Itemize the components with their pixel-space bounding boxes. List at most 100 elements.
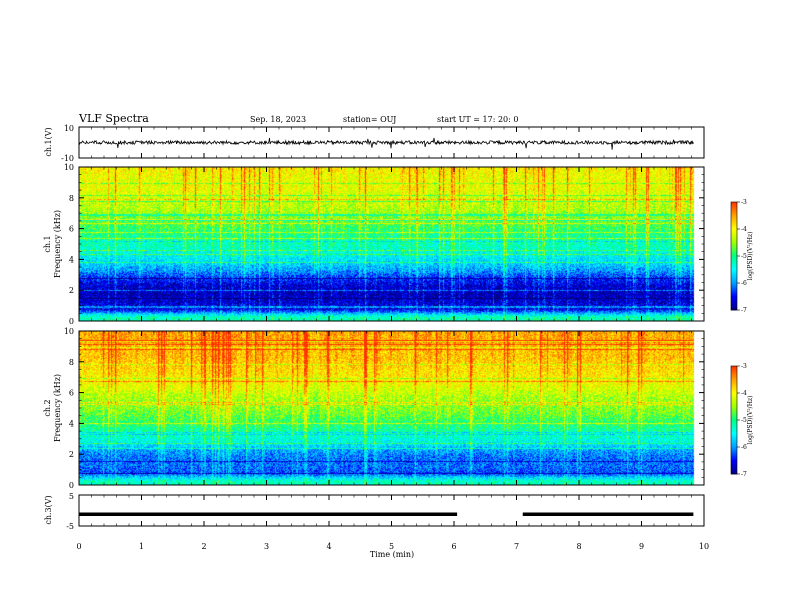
time-tick-label-7: 7	[514, 542, 519, 551]
ch2-spec-ytick-label-2: 4	[69, 419, 74, 428]
ch1-colorbar-step	[731, 238, 737, 241]
time-tick-label-8: 8	[576, 542, 581, 551]
ch1-colorbar-step	[731, 216, 737, 219]
ch1-colorbar-step	[731, 252, 737, 255]
ch2-spec-ytick-label-0: 0	[69, 481, 74, 490]
ch2-colorbar-step	[731, 457, 737, 460]
ch2-spec-ytick-label-1: 2	[69, 450, 74, 459]
ch1-colorbar-step	[731, 279, 737, 282]
time-tick-label-2: 2	[201, 542, 206, 551]
ch1-colorbar-step	[731, 257, 737, 260]
ch2-colorbar-step	[731, 443, 737, 446]
ch2-colorbar-step	[731, 466, 737, 469]
ch1-colorbar-title: log(PSD)(V²/Hz)	[747, 232, 754, 281]
ch2-colorbar-step	[731, 380, 737, 383]
ch2-colorbar-step	[731, 434, 737, 437]
ch2-colorbar-step	[731, 423, 737, 426]
time-tick-label-10: 10	[699, 542, 709, 551]
ch1-colorbar-step	[731, 268, 737, 271]
ch1-colorbar-step	[731, 202, 737, 205]
ch1-colorbar-step	[731, 266, 737, 269]
ch1-colorbar-step	[731, 302, 737, 305]
ch2-colorbar-step	[731, 472, 737, 475]
ch2-colorbar-step	[731, 429, 737, 432]
ch1-colorbar-step	[731, 277, 737, 280]
ch1-colorbar-step	[731, 275, 737, 278]
start-time-label: start UT = 17: 20: 0	[437, 115, 518, 124]
ch2-spec-ytick-label-5: 10	[64, 327, 74, 336]
ch1-colorbar-step	[731, 293, 737, 296]
ch2-spec-ytick-label-4: 8	[69, 358, 74, 367]
ch1-colorbar-step	[731, 263, 737, 266]
ch1-colorbar-step	[731, 207, 737, 210]
ch1-spec-ytick-label-1: 2	[69, 286, 74, 295]
ch2-colorbar-step	[731, 378, 737, 381]
ch1-colorbar-step	[731, 304, 737, 307]
ch1-colorbar-label-4: -7	[741, 307, 747, 314]
ch1-colorbar-step	[731, 205, 737, 208]
ch1-colorbar-step	[731, 248, 737, 251]
ch1-colorbar-step	[731, 270, 737, 273]
ch1-colorbar-label-3: -6	[741, 280, 747, 287]
ch1-colorbar-step	[731, 272, 737, 275]
time-tick-label-3: 3	[264, 542, 269, 551]
ch2-colorbar-step	[731, 425, 737, 428]
ch2-colorbar-step	[731, 400, 737, 403]
ch2-colorbar-step	[731, 438, 737, 441]
time-tick-label-0: 0	[76, 542, 81, 551]
ch1-colorbar-step	[731, 232, 737, 235]
ch1-spec-ytick-label-0: 0	[69, 317, 74, 326]
ch1-colorbar-step	[731, 281, 737, 284]
ch1-ytick-bottom: -10	[61, 154, 74, 163]
ch1-spectrogram-ylabel-ch: ch.1	[43, 235, 52, 252]
time-tick-label-4: 4	[326, 542, 331, 551]
ch2-colorbar-step	[731, 463, 737, 466]
time-axis-ticks: 0 1 2 3 4 5 6 7 8 9 10	[76, 127, 709, 551]
ch1-colorbar-step	[731, 223, 737, 226]
ch1-spec-ytick-label-3: 6	[69, 225, 74, 234]
ch1-colorbar-label-2: -5	[741, 253, 747, 260]
ch1-colorbar-step	[731, 292, 737, 295]
ch1-colorbar: -3 -4 -5 -6 -7 log(PSD)(V²/Hz)	[730, 199, 754, 314]
ch2-colorbar-step	[731, 402, 737, 405]
ch2-colorbar-step	[731, 468, 737, 471]
ch1-colorbar-label-0: -3	[741, 199, 747, 206]
ch1-colorbar-step	[731, 221, 737, 224]
ch1-spectrogram-yticks: 0 2 4 6 8 10	[64, 163, 704, 326]
ch1-colorbar-step	[731, 284, 737, 287]
ch1-colorbar-step	[731, 234, 737, 237]
ch2-colorbar-step	[731, 396, 737, 399]
ch2-colorbar-step	[731, 439, 737, 442]
ch2-colorbar-label-2: -5	[741, 417, 747, 424]
ch1-spec-ytick-label-5: 10	[64, 163, 74, 172]
ch3-ytick-bottom: -5	[66, 522, 74, 531]
time-tick-label-5: 5	[389, 542, 394, 551]
ch2-colorbar-step	[731, 445, 737, 448]
ch2-spectrogram-image	[79, 331, 704, 485]
ch2-colorbar-step	[731, 427, 737, 430]
ch2-spectrogram-ylabel-ch: ch.2	[43, 399, 52, 416]
ch2-colorbar-step	[731, 394, 737, 397]
ch2-colorbar-step	[731, 450, 737, 453]
ch1-colorbar-step	[731, 254, 737, 257]
date-label: Sep. 18, 2023	[250, 115, 306, 124]
ch2-colorbar-step	[731, 366, 737, 369]
ch1-colorbar-step	[731, 297, 737, 300]
ch1-spectrogram-image	[79, 167, 704, 321]
ch2-colorbar: -3 -4 -5 -6 -7 log(PSD)(V²/Hz)	[730, 363, 754, 478]
ch2-colorbar-step	[731, 436, 737, 439]
ch2-colorbar-step	[731, 441, 737, 444]
ch2-colorbar-step	[731, 456, 737, 459]
ch1-colorbar-step	[731, 295, 737, 298]
ch2-colorbar-step	[731, 398, 737, 401]
ch1-colorbar-step	[731, 290, 737, 293]
ch1-waveform-line	[78, 137, 694, 150]
ch1-colorbar-step	[731, 308, 737, 311]
ch1-colorbar-step	[731, 247, 737, 250]
ch2-colorbar-step	[731, 454, 737, 457]
ch2-colorbar-step	[731, 391, 737, 394]
ch1-colorbar-step	[731, 274, 737, 277]
ch2-colorbar-step	[731, 459, 737, 462]
ch1-colorbar-step	[731, 306, 737, 309]
